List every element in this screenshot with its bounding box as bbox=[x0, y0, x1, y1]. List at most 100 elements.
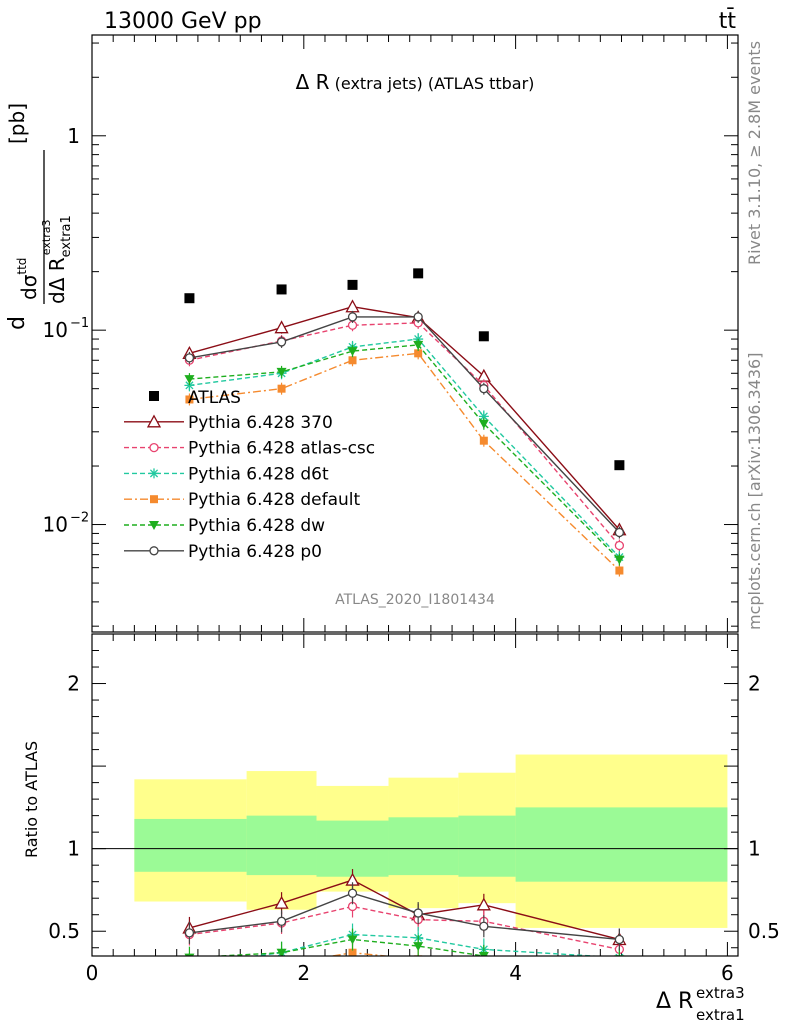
legend-marker-atlas bbox=[149, 391, 159, 401]
ratio-point-pythia-6-428-dw bbox=[276, 948, 287, 956]
series-point-pythia-6-428-dw bbox=[184, 375, 195, 385]
ratio-point-pythia-6-428-p0 bbox=[347, 888, 358, 898]
legend-label-pythia-6-428-dw: Pythia 6.428 dw bbox=[188, 516, 325, 536]
ratio-y-tick-label-right: 2 bbox=[748, 672, 761, 696]
series-point-pythia-6-428-atlas-csc bbox=[614, 540, 625, 551]
ylabel-dsigma: dσ bbox=[17, 274, 41, 300]
ratio-uncertainty-bands bbox=[92, 754, 738, 928]
legend-marker-pythia-6-428-370 bbox=[146, 414, 162, 428]
plot-title-main: Δ R bbox=[296, 70, 330, 94]
ratio-y-tick-label-left: 2 bbox=[67, 672, 80, 696]
series-point-pythia-6-428-p0 bbox=[413, 312, 423, 322]
ratio-y-tick-label-left: 0.5 bbox=[48, 919, 80, 943]
ylabel-denom-sup: extra3 bbox=[40, 220, 53, 256]
legend-marker-pythia-6-428-default bbox=[150, 495, 158, 504]
legend-label-pythia-6-428-d6t: Pythia 6.428 d6t bbox=[188, 464, 329, 484]
series-point-pythia-6-428-default bbox=[479, 436, 488, 445]
series-point-pythia-6-428-default bbox=[185, 395, 194, 404]
ratio-point-pythia-6-428-dw bbox=[184, 953, 195, 956]
atlas-data-point bbox=[276, 284, 287, 295]
main-y-axis-label: d dσttd dΔ Rextra1 extra3 [pb] bbox=[5, 103, 74, 330]
ratio-point-pythia-6-428-p0 bbox=[184, 928, 195, 938]
series-point-pythia-6-428-d6t bbox=[184, 380, 195, 391]
ratio-point-pythia-6-428-370 bbox=[476, 897, 491, 911]
main-y-tick-label: 10 bbox=[43, 318, 68, 342]
series-line-pythia-6-428-370 bbox=[189, 306, 620, 531]
legend-label-pythia-6-428-p0: Pythia 6.428 p0 bbox=[188, 542, 322, 562]
ylabel-unit: [pb] bbox=[5, 103, 29, 144]
legend: ATLAS Pythia 6.428 370 Pythia 6.428 atlas-… bbox=[124, 388, 375, 562]
x-axis-label: Δ R extra3 extra1 bbox=[656, 984, 745, 1024]
ratio-point-pythia-6-428-d6t bbox=[184, 959, 194, 969]
atlas-data-point bbox=[347, 279, 358, 290]
ratio-point-pythia-6-428-dw bbox=[614, 955, 625, 956]
header-final-state-label: tt̄ bbox=[719, 8, 737, 34]
series-line-pythia-6-428-d6t bbox=[189, 338, 620, 558]
plot-title-rest: (extra jets) (ATLAS ttbar) bbox=[330, 74, 535, 93]
series-point-pythia-6-428-p0 bbox=[614, 527, 625, 538]
side-label-rivet: Rivet 3.1.10, ≥ 2.8M events bbox=[745, 41, 764, 265]
legend-label-atlas: ATLAS bbox=[188, 388, 241, 408]
ratio-y-axis-label: Ratio to ATLAS bbox=[22, 741, 41, 858]
ratio-point-pythia-6-428-p0 bbox=[479, 921, 489, 931]
ratio-line-pythia-6-428-dw bbox=[207, 938, 513, 956]
ratio-plot-series bbox=[182, 869, 627, 970]
atlas-data-point bbox=[478, 331, 489, 342]
series-point-pythia-6-428-default bbox=[277, 384, 286, 393]
series-line-pythia-6-428-p0 bbox=[189, 316, 620, 533]
ratio-point-pythia-6-428-dw bbox=[347, 935, 358, 945]
x-tick-label: 6 bbox=[721, 961, 734, 985]
legend-label-pythia-6-428-370: Pythia 6.428 370 bbox=[188, 413, 333, 433]
series-point-pythia-6-428-dw bbox=[276, 367, 287, 377]
main-y-tick-exponent: −1 bbox=[70, 316, 89, 331]
ylabel-denominator: dΔ Rextra1 extra3 bbox=[40, 215, 74, 304]
ratio-line-pythia-6-428-p0 bbox=[189, 892, 620, 941]
xlabel-main: Δ R bbox=[656, 989, 693, 1014]
ratio-y-tick-label-left: 1 bbox=[67, 837, 80, 861]
ratio-point-pythia-6-428-default bbox=[278, 960, 286, 968]
ratio-point-pythia-6-428-default bbox=[348, 948, 357, 956]
ylabel-d: d bbox=[5, 316, 30, 330]
ratio-point-pythia-6-428-default bbox=[615, 962, 623, 970]
ratio-axis-ticks: 2 2 1 1 0.5 0.5 bbox=[48, 650, 780, 949]
green-band-3 bbox=[388, 817, 459, 876]
green-band-5 bbox=[515, 807, 728, 882]
legend-marker-pythia-6-428-p0 bbox=[149, 546, 159, 556]
atlas-data-point bbox=[184, 293, 195, 304]
ratio-point-pythia-6-428-370 bbox=[274, 895, 289, 909]
ratio-line-pythia-6-428-370 bbox=[189, 879, 620, 941]
series-point-pythia-6-428-p0 bbox=[184, 353, 195, 363]
ylabel-denom-main: dΔ R bbox=[45, 257, 69, 304]
ylabel-numerator: dσttd bbox=[15, 258, 41, 300]
ratio-y-tick-label-right: 0.5 bbox=[748, 919, 780, 943]
plot-title: Δ R (extra jets) (ATLAS ttbar) bbox=[296, 70, 535, 94]
series-point-pythia-6-428-default bbox=[414, 349, 423, 358]
legend-marker-pythia-6-428-atlas-csc bbox=[149, 442, 159, 453]
green-band-0 bbox=[134, 818, 247, 872]
main-y-tick-label: 10 bbox=[43, 513, 68, 537]
ratio-plot-frame bbox=[91, 633, 739, 957]
series-line-pythia-6-428-default bbox=[189, 352, 620, 572]
series-point-pythia-6-428-dw bbox=[614, 555, 625, 565]
series-point-pythia-6-428-default bbox=[615, 566, 624, 575]
series-point-pythia-6-428-dw bbox=[347, 347, 358, 357]
series-point-pythia-6-428-dw bbox=[413, 340, 424, 350]
ratio-line-pythia-6-428-atlas-csc bbox=[189, 905, 620, 951]
main-y-tick-label: 1 bbox=[67, 124, 80, 148]
series-point-pythia-6-428-default bbox=[348, 356, 357, 365]
ratio-point-pythia-6-428-p0 bbox=[276, 916, 287, 926]
analysis-watermark: ATLAS_2020_I1801434 bbox=[335, 592, 495, 608]
ylabel-denom-sub: extra1 bbox=[59, 215, 74, 257]
ratio-line-pythia-6-428-d6t bbox=[249, 933, 604, 956]
xlabel-sub: extra1 bbox=[696, 1006, 745, 1024]
side-label-mcplots: mcplots.cern.ch [arXiv:1306.3436] bbox=[745, 353, 764, 630]
ratio-y-tick-label-right: 1 bbox=[748, 837, 761, 861]
ratio-point-pythia-6-428-dw bbox=[413, 942, 424, 952]
main-plot-series bbox=[182, 268, 627, 577]
legend-marker-pythia-6-428-dw bbox=[149, 521, 159, 530]
series-point-pythia-6-428-dw bbox=[478, 419, 489, 429]
legend-label-pythia-6-428-default: Pythia 6.428 default bbox=[188, 490, 361, 510]
header-process-label: 13000 GeV pp bbox=[104, 9, 262, 34]
xlabel-sup: extra3 bbox=[696, 984, 745, 1002]
